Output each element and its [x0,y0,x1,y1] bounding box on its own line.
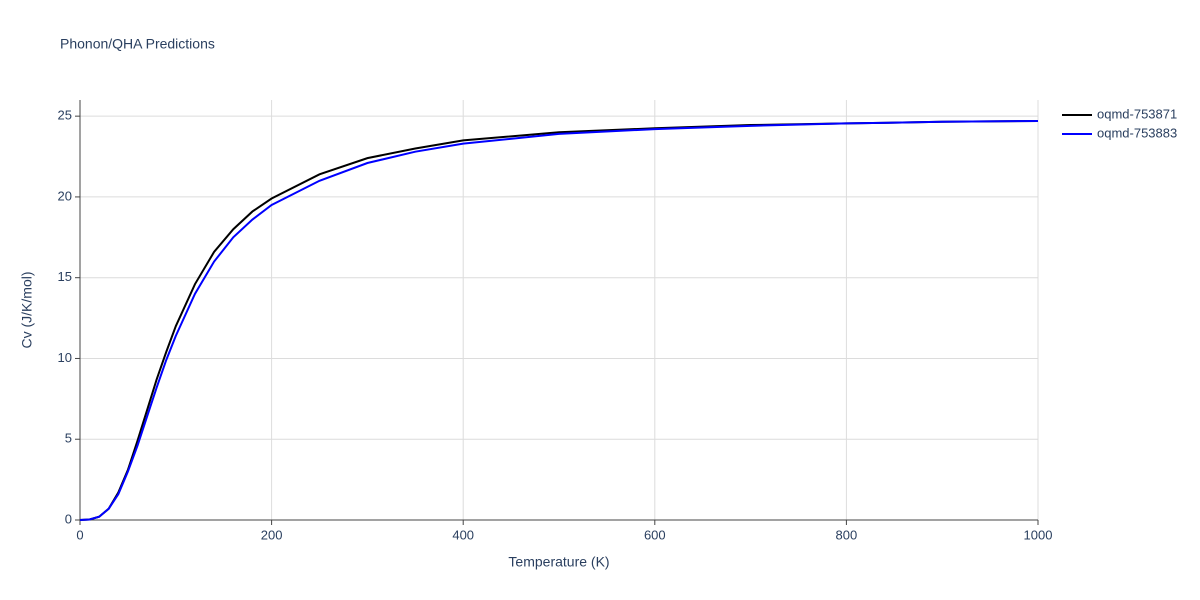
y-axis-label: Cv (J/K/mol) [19,272,35,349]
y-tick-label: 10 [58,350,72,365]
y-tick-label: 0 [65,511,72,526]
x-tick-label: 1000 [1024,527,1053,542]
x-tick-label: 400 [452,527,474,542]
x-tick-label: 0 [76,527,83,542]
y-tick-label: 25 [58,108,72,123]
legend-label: oqmd-753883 [1097,125,1177,140]
y-tick-label: 20 [58,188,72,203]
x-axis-label: Temperature (K) [508,554,609,570]
chart-title: Phonon/QHA Predictions [60,36,215,52]
y-tick-label: 15 [58,269,72,284]
x-tick-label: 800 [836,527,858,542]
legend-label: oqmd-753871 [1097,106,1177,121]
x-tick-label: 200 [261,527,283,542]
y-tick-label: 5 [65,431,72,446]
x-tick-label: 600 [644,527,666,542]
series-line [79,120,1039,521]
